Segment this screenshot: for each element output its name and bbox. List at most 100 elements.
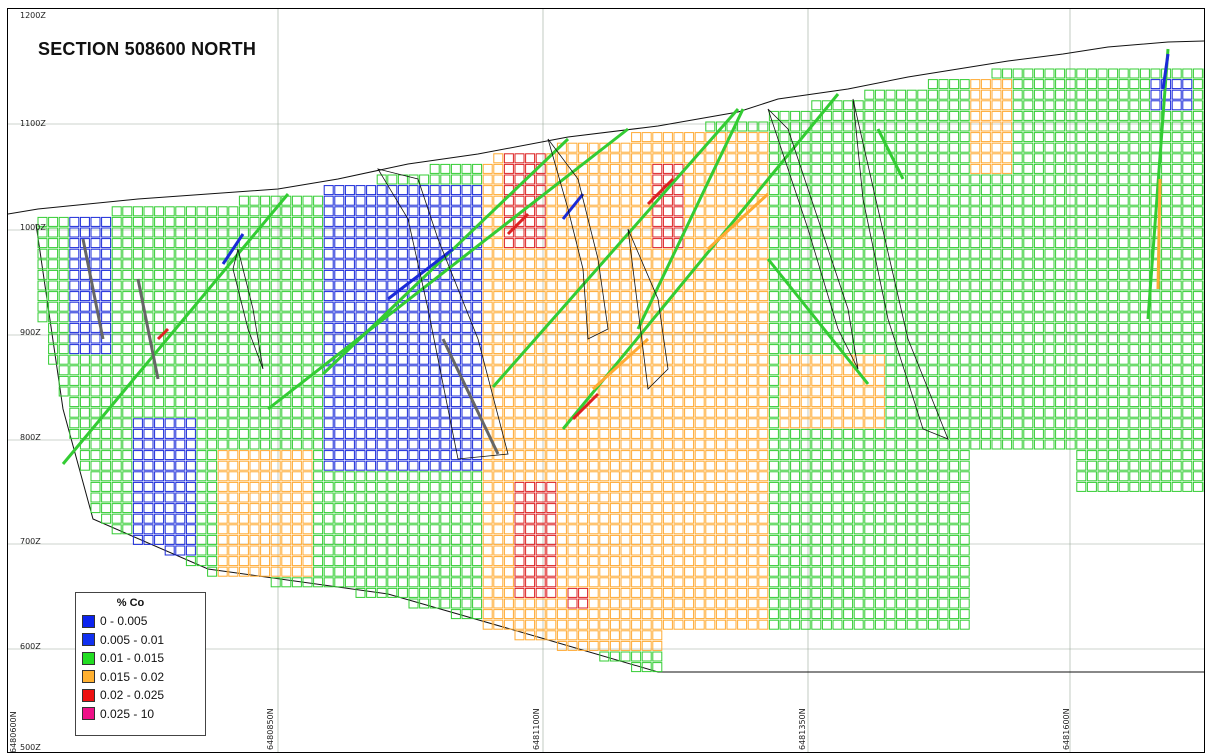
model-block bbox=[1203, 301, 1204, 312]
model-block bbox=[631, 344, 642, 355]
model-block bbox=[1086, 344, 1097, 355]
model-block bbox=[885, 503, 896, 514]
model-block bbox=[1129, 100, 1140, 111]
model-block bbox=[800, 534, 811, 545]
model-block bbox=[334, 333, 345, 344]
model-block bbox=[1108, 481, 1119, 492]
model-block bbox=[609, 534, 620, 545]
model-block bbox=[1192, 354, 1203, 365]
model-block bbox=[313, 195, 324, 206]
model-block bbox=[1203, 206, 1204, 217]
model-block bbox=[79, 322, 90, 333]
model-block bbox=[493, 163, 504, 174]
model-block bbox=[885, 216, 896, 227]
model-block bbox=[726, 598, 737, 609]
model-block bbox=[609, 280, 620, 291]
model-block bbox=[344, 439, 355, 450]
model-block bbox=[334, 301, 345, 312]
model-block bbox=[1065, 312, 1076, 323]
model-block bbox=[546, 481, 557, 492]
model-block bbox=[588, 609, 599, 620]
model-block bbox=[154, 450, 165, 461]
model-block bbox=[609, 291, 620, 302]
model-block bbox=[270, 450, 281, 461]
model-block bbox=[1076, 333, 1087, 344]
model-block bbox=[917, 333, 928, 344]
model-block bbox=[641, 566, 652, 577]
model-block bbox=[1086, 450, 1097, 461]
model-block bbox=[906, 195, 917, 206]
model-block bbox=[429, 238, 440, 249]
model-block bbox=[991, 216, 1002, 227]
model-block bbox=[588, 407, 599, 418]
model-block bbox=[196, 524, 207, 535]
model-block bbox=[874, 513, 885, 524]
model-block bbox=[472, 587, 483, 598]
model-block bbox=[111, 460, 122, 471]
model-block bbox=[493, 577, 504, 588]
model-block bbox=[991, 375, 1002, 386]
model-block bbox=[673, 428, 684, 439]
model-block bbox=[832, 492, 843, 503]
model-block bbox=[758, 333, 769, 344]
model-block bbox=[270, 428, 281, 439]
model-block bbox=[991, 174, 1002, 185]
model-block bbox=[1097, 206, 1108, 217]
model-block bbox=[461, 428, 472, 439]
model-block bbox=[938, 556, 949, 567]
model-block bbox=[101, 386, 112, 397]
model-block bbox=[684, 248, 695, 259]
model-block bbox=[620, 312, 631, 323]
model-block bbox=[1076, 428, 1087, 439]
model-block bbox=[270, 566, 281, 577]
model-block bbox=[959, 153, 970, 164]
model-block bbox=[376, 577, 387, 588]
model-block bbox=[37, 291, 48, 302]
model-block bbox=[970, 185, 981, 196]
model-block bbox=[959, 100, 970, 111]
model-block bbox=[217, 291, 228, 302]
model-block bbox=[1023, 407, 1034, 418]
model-block bbox=[853, 291, 864, 302]
model-block bbox=[482, 556, 493, 567]
model-block bbox=[896, 386, 907, 397]
model-block bbox=[726, 344, 737, 355]
model-block bbox=[461, 206, 472, 217]
model-block bbox=[408, 428, 419, 439]
model-block bbox=[938, 492, 949, 503]
model-block bbox=[864, 163, 875, 174]
model-block bbox=[578, 481, 589, 492]
model-block bbox=[1203, 100, 1204, 111]
model-block bbox=[313, 524, 324, 535]
model-block bbox=[302, 460, 313, 471]
model-block bbox=[1150, 291, 1161, 302]
model-block bbox=[779, 174, 790, 185]
model-block bbox=[874, 577, 885, 588]
model-block bbox=[207, 566, 218, 577]
geology-outline bbox=[627, 228, 669, 390]
model-block bbox=[747, 121, 758, 132]
model-block bbox=[440, 513, 451, 524]
model-block bbox=[779, 439, 790, 450]
model-block bbox=[1203, 418, 1204, 429]
model-block bbox=[217, 344, 228, 355]
model-block bbox=[217, 375, 228, 386]
model-block bbox=[1118, 344, 1129, 355]
model-block bbox=[143, 280, 154, 291]
model-block bbox=[768, 322, 779, 333]
model-block bbox=[588, 481, 599, 492]
model-block bbox=[1033, 132, 1044, 143]
model-block bbox=[800, 238, 811, 249]
model-block bbox=[641, 545, 652, 556]
model-block bbox=[843, 397, 854, 408]
model-block bbox=[302, 216, 313, 227]
model-block bbox=[800, 365, 811, 376]
model-block bbox=[1161, 238, 1172, 249]
model-block bbox=[949, 587, 960, 598]
model-block bbox=[546, 354, 557, 365]
section-title: SECTION 508600 NORTH bbox=[38, 39, 257, 59]
model-block bbox=[832, 206, 843, 217]
model-block bbox=[673, 577, 684, 588]
model-block bbox=[493, 312, 504, 323]
model-block bbox=[1139, 365, 1150, 376]
